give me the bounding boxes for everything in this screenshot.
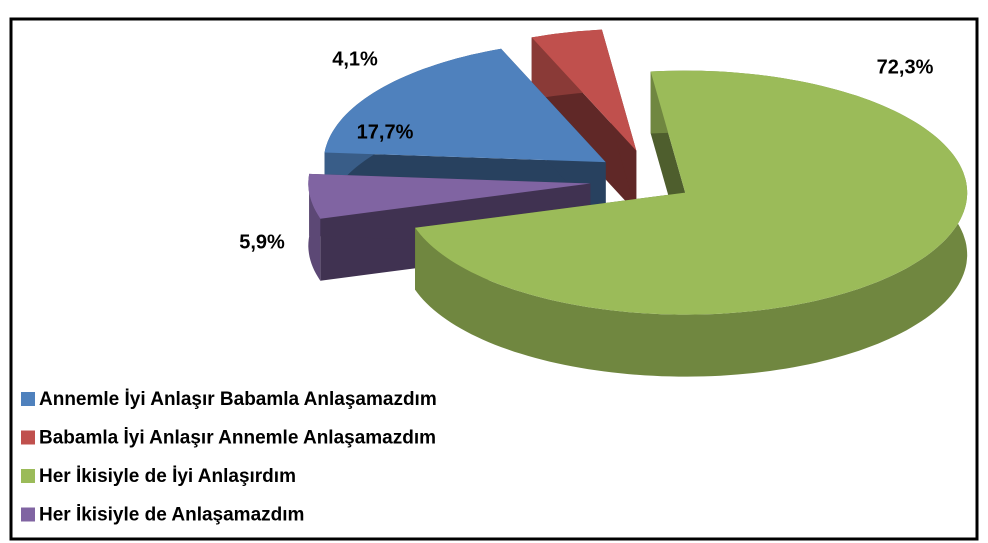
legend-label: Babamla İyi Anlaşır Annemle Anlaşamazdım [39, 428, 436, 449]
slice [324, 48, 606, 163]
legend-label: Her İkisiyle de Anlaşamazdım [39, 505, 304, 526]
data-label: 72,3% [877, 56, 934, 78]
legend-swatch [21, 507, 35, 522]
legend-label: Annemle İyi Anlaşır Babamla Anlaşamazdım [39, 389, 437, 410]
slice [531, 29, 637, 151]
legend-swatch [21, 392, 35, 406]
slice-side [308, 173, 321, 281]
slice [415, 70, 968, 315]
legend-swatch [21, 430, 35, 445]
legend-label: Her İkisiyle de İyi Anlaşırdım [39, 466, 296, 487]
legend: Annemle İyi Anlaşır Babamla Anlaşamazdım… [21, 389, 437, 526]
legend-swatch [21, 469, 35, 483]
pie [308, 29, 968, 377]
data-label: 5,9% [239, 231, 285, 253]
data-label: 17,7% [357, 121, 414, 143]
labels: 17,7% 4,1% 72,3% 5,9% [239, 48, 933, 253]
data-label: 4,1% [332, 48, 378, 70]
slice [308, 173, 591, 219]
